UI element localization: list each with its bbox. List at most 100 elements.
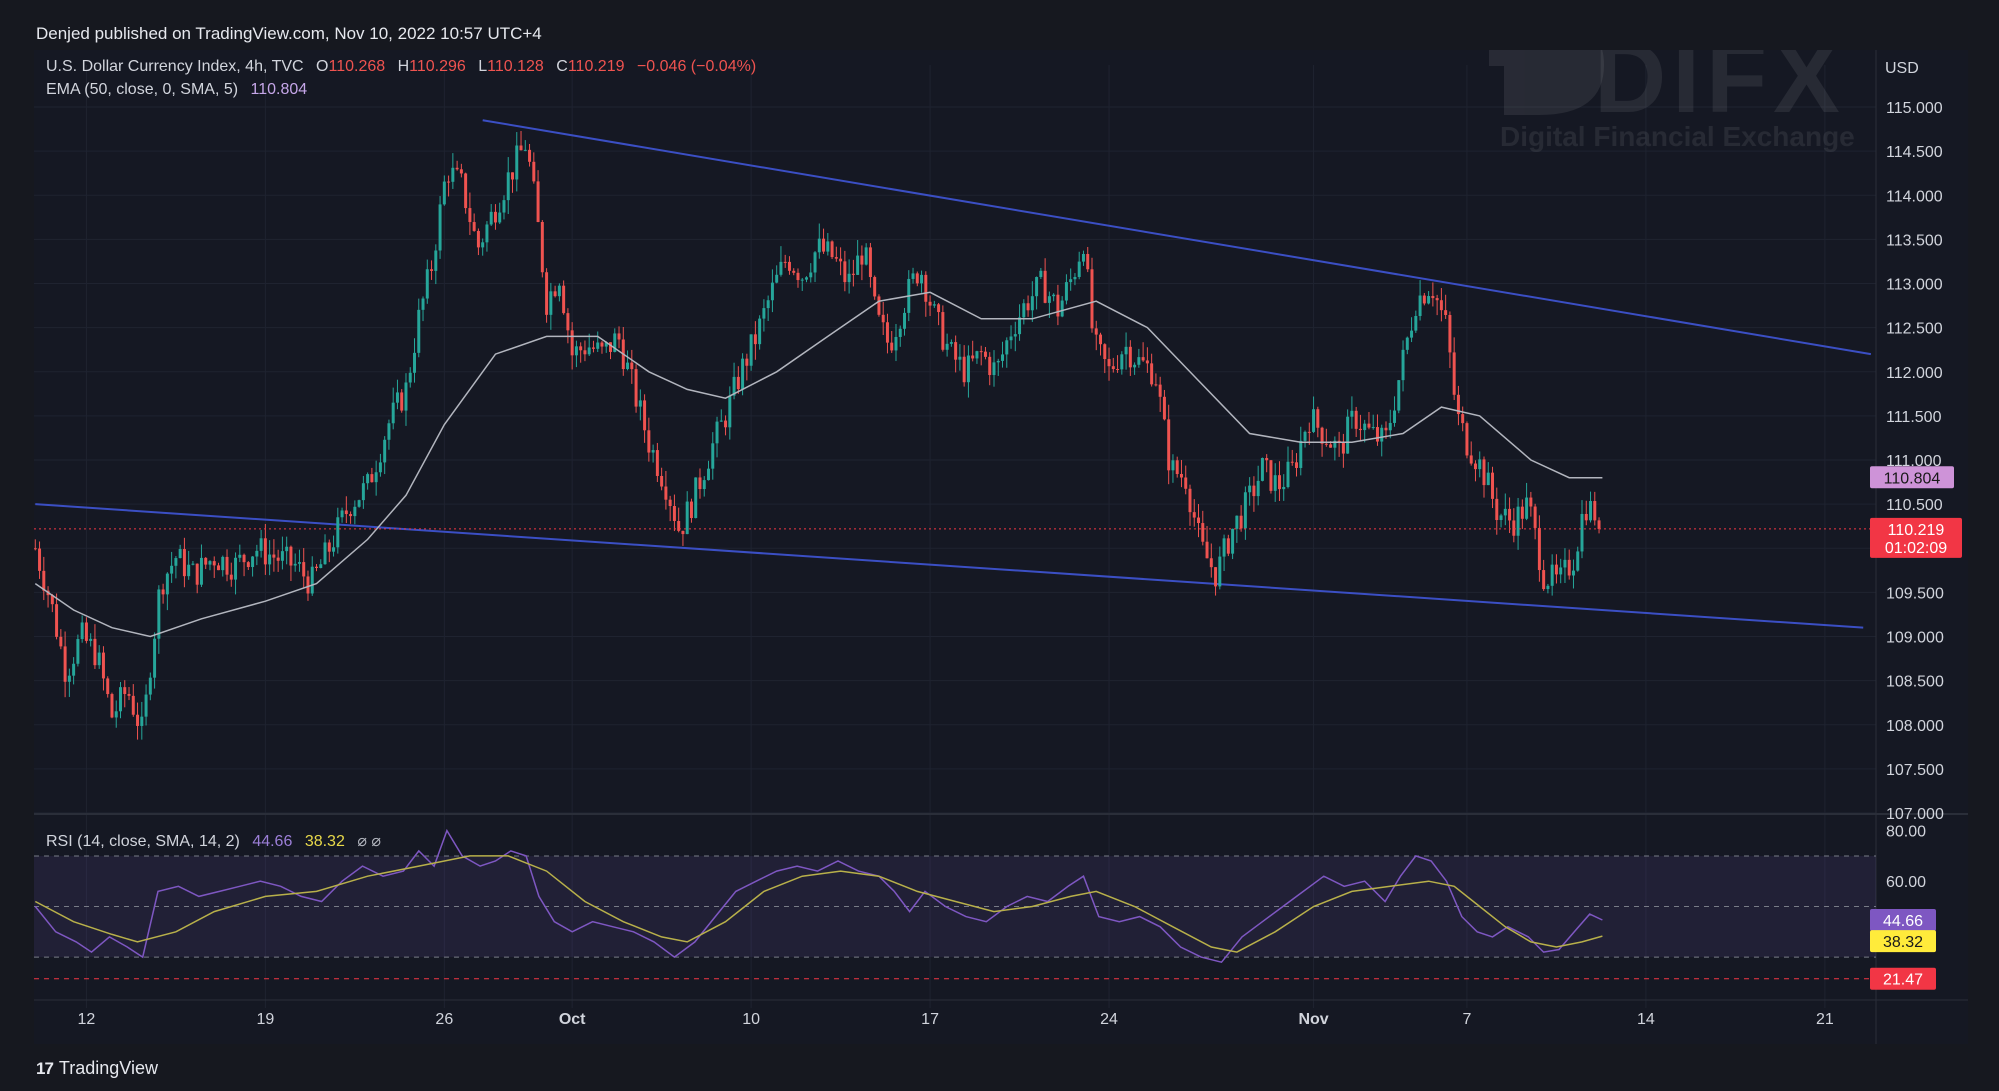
candle-up xyxy=(732,376,736,396)
candle-down xyxy=(101,652,105,679)
candle-down xyxy=(617,333,621,340)
candle-down xyxy=(1111,366,1115,370)
legend-l-value: 110.128 xyxy=(487,58,544,75)
candle-up xyxy=(719,420,723,422)
candle-down xyxy=(59,636,63,647)
tradingview-footer[interactable]: 17 TradingView xyxy=(36,1058,158,1079)
chart-area[interactable]: DIFX Digital Financial Exchange 12 19 26 Oc… xyxy=(33,15,1968,1044)
candle-down xyxy=(1086,254,1090,270)
candle-down xyxy=(634,369,638,407)
candle-up xyxy=(1401,349,1405,381)
time-tick-label: Oct xyxy=(559,1011,586,1028)
candle-up xyxy=(1516,506,1520,536)
candle-up xyxy=(485,224,489,243)
candle-down xyxy=(1554,564,1558,575)
candle-up xyxy=(1589,501,1593,521)
candle-up xyxy=(1371,427,1375,429)
candle-up xyxy=(119,687,122,712)
candle-down xyxy=(783,261,787,263)
candle-up xyxy=(1397,380,1401,411)
candle-down xyxy=(136,714,140,726)
candle-up xyxy=(165,573,169,595)
candle-up xyxy=(1499,515,1503,521)
candle-up xyxy=(332,547,336,552)
last-price-tag xyxy=(1870,517,1962,558)
candle-down xyxy=(1103,344,1107,360)
candle-down xyxy=(1043,270,1047,303)
candle-down xyxy=(915,273,919,284)
candle-down xyxy=(1529,497,1533,507)
candle-down xyxy=(924,274,928,302)
candle-up xyxy=(80,622,84,640)
legend-change: −0.046 (−0.04%) xyxy=(637,58,756,75)
candle-down xyxy=(1508,508,1512,521)
candle-down xyxy=(182,549,186,577)
candle-down xyxy=(1512,520,1516,536)
price-tick-label: 114.000 xyxy=(1886,188,1943,205)
candle-up xyxy=(1486,472,1490,486)
candle-down xyxy=(655,450,659,476)
price-tick-label: 108.000 xyxy=(1886,718,1944,735)
candle-down xyxy=(464,173,468,209)
legend-o-value: 110.268 xyxy=(328,58,385,75)
candle-up xyxy=(1005,340,1009,355)
candle-up xyxy=(89,638,93,641)
candle-down xyxy=(528,149,532,162)
candle-up xyxy=(72,663,76,676)
time-tick-label: Nov xyxy=(1298,1011,1328,1028)
candle-down xyxy=(868,247,872,278)
candle-down xyxy=(583,350,587,355)
candle-up xyxy=(148,677,152,695)
rsi-low-tag-text: 21.47 xyxy=(1883,972,1923,989)
candle-up xyxy=(770,282,774,301)
candle-up xyxy=(515,145,519,180)
candle-down xyxy=(1444,310,1448,316)
candle-up xyxy=(1171,460,1175,471)
candle-up xyxy=(894,336,898,351)
candle-up xyxy=(1312,409,1316,432)
candle-up xyxy=(1393,410,1397,423)
candle-down xyxy=(988,356,992,376)
tradingview-brand: TradingView xyxy=(58,1058,158,1078)
candle-up xyxy=(1256,480,1260,497)
svg-text:RSI (14, close, SMA, 14, 2): RSI (14, close, SMA, 14, 2) 44.66 38.32 … xyxy=(46,833,381,850)
candle-up xyxy=(208,561,212,565)
candle-up xyxy=(1120,354,1124,370)
candle-up xyxy=(336,517,340,548)
candle-down xyxy=(217,565,220,571)
candle-up xyxy=(949,342,953,344)
candle-up xyxy=(523,149,527,151)
candle-down xyxy=(1491,472,1495,499)
candles xyxy=(33,130,1601,740)
candle-down xyxy=(1252,485,1256,497)
candle-up xyxy=(1013,334,1017,337)
candle-up xyxy=(413,352,416,373)
candle-up xyxy=(251,556,255,568)
candle-up xyxy=(903,312,906,329)
candle-up xyxy=(932,304,936,306)
time-tick-label: 26 xyxy=(435,1011,453,1028)
candle-up xyxy=(1064,282,1068,301)
candle-up xyxy=(293,563,297,566)
candle-down xyxy=(753,334,757,345)
candle-down xyxy=(1542,570,1546,590)
candle-down xyxy=(1329,444,1333,448)
candle-down xyxy=(1277,475,1281,490)
ema-price-tag-text: 110.804 xyxy=(1884,470,1941,487)
rsi-series-line xyxy=(34,828,1603,964)
candle-down xyxy=(609,342,612,352)
chart-svg[interactable]: DIFX Digital Financial Exchange 12 19 26 Oc… xyxy=(33,15,1968,1044)
candle-down xyxy=(1116,369,1120,371)
candle-down xyxy=(84,622,88,641)
candle-up xyxy=(234,557,238,580)
candle-up xyxy=(1346,416,1350,454)
candle-down xyxy=(1226,538,1230,554)
price-tick-label: 113.000 xyxy=(1886,277,1943,294)
candle-down xyxy=(1295,462,1299,468)
candle-down xyxy=(204,557,208,565)
candle-down xyxy=(830,241,834,258)
legend-c-value: 110.219 xyxy=(568,58,625,75)
candle-up xyxy=(319,564,323,568)
candle-up xyxy=(966,355,970,383)
candle-down xyxy=(127,693,131,696)
